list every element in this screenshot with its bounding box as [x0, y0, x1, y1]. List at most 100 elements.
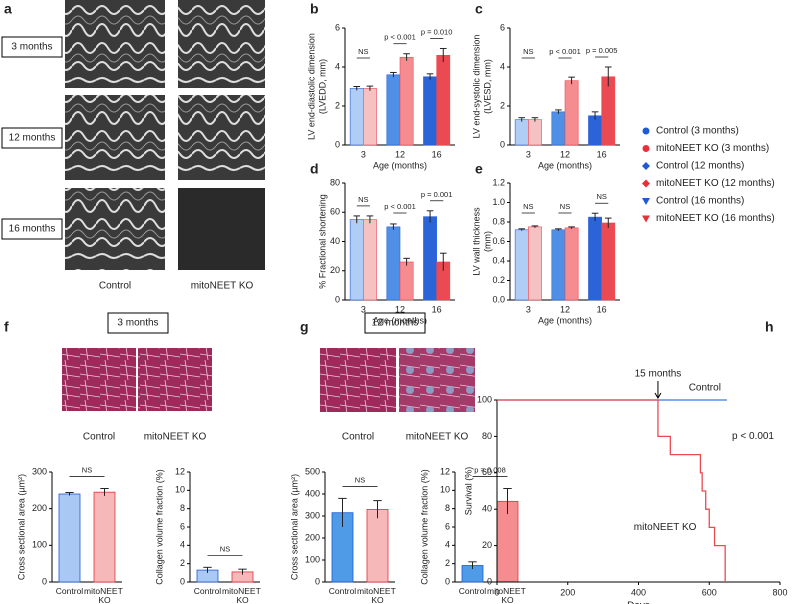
column-label: mitoNEET KO: [144, 432, 207, 443]
bar: [386, 226, 401, 301]
bar: [588, 115, 602, 146]
y-tick-label: 200: [32, 503, 47, 513]
row-label-box: [1, 36, 63, 58]
x-tick-label-line: Control: [194, 586, 222, 596]
y-tick-label: 4: [180, 540, 185, 550]
y-axis-label: (mm): [482, 231, 492, 252]
panel-title: 3 months: [117, 318, 158, 329]
column-label: Control: [83, 432, 115, 443]
bar: [363, 88, 377, 146]
x-tick-label: 16: [597, 149, 607, 159]
y-tick-label: 6: [180, 521, 185, 531]
y-tick-label: 1.2: [492, 177, 505, 187]
y-tick-label: 0.8: [492, 216, 505, 226]
y-tick-label: 0: [500, 139, 505, 149]
y-tick-label: 6: [500, 22, 505, 32]
bar: [58, 493, 81, 583]
x-tick-label: mitoNEET KO: [487, 586, 528, 604]
y-tick-label: 4: [500, 61, 505, 71]
panel-g: g 12 months Control mitoNEET KO: [300, 312, 475, 443]
column-label: Control: [342, 432, 374, 443]
y-tick-label: 12: [440, 466, 450, 476]
x-axis-label: Age (months): [538, 160, 592, 170]
echo-image: [178, 95, 265, 180]
x-tick-label: mitoNEET KO: [357, 586, 398, 604]
annotation: NS: [220, 544, 230, 553]
x-tick-label-line: mitoNEET: [487, 586, 528, 596]
title-box: [107, 312, 169, 334]
annotation: p = 0.008: [474, 465, 506, 474]
y-tick-label: 20: [482, 540, 492, 550]
y-tick-label: 100: [305, 554, 320, 564]
y-tick-label: 100: [477, 394, 492, 404]
histology-image: [320, 348, 396, 412]
panel-label: e: [475, 161, 483, 177]
bar: [588, 216, 602, 301]
y-tick-label: 2: [180, 558, 185, 568]
bar: [551, 111, 566, 146]
y-axis-label: (LVEDD, mm): [317, 59, 327, 114]
column-label: Control: [99, 281, 131, 292]
x-tick-label-line: KO: [236, 595, 249, 604]
bar: [399, 56, 414, 146]
y-tick-label: 40: [330, 236, 340, 246]
y-axis-label: Collagen volume fraction (%): [154, 469, 164, 585]
y-tick-label: 20: [330, 265, 340, 275]
histology-image: [62, 348, 136, 411]
y-tick-label: 0.0: [492, 294, 505, 304]
y-axis-label: LV wall thickness: [471, 207, 481, 276]
echo-image: [65, 0, 165, 88]
x-tick-label: 3: [361, 149, 366, 159]
legend-marker: [642, 162, 650, 170]
x-tick-label-line: Control: [459, 586, 487, 596]
legend-marker: [642, 179, 650, 188]
y-tick-label: 0: [445, 576, 450, 586]
panel-label: c: [475, 1, 483, 17]
x-tick-label: mitoNEET KO: [222, 586, 263, 604]
y-tick-label: 300: [32, 466, 47, 476]
annotation: NS: [358, 47, 368, 56]
bar: [349, 219, 364, 301]
x-tick-label-line: KO: [98, 595, 111, 604]
bar: [601, 222, 616, 301]
series-label: Control: [689, 383, 721, 394]
annotation: NS: [358, 195, 368, 204]
x-tick-label: Control: [459, 586, 487, 596]
x-tick-label: 800: [772, 587, 787, 597]
annotation: p = 0.010: [421, 27, 453, 36]
legend-marker: [642, 198, 650, 205]
legend-label: mitoNEET KO (3 months): [656, 143, 769, 154]
x-tick-label-line: Control: [56, 586, 84, 596]
panel-label: d: [310, 161, 319, 177]
y-tick-label: 60: [330, 207, 340, 217]
echo-image: [178, 0, 265, 88]
x-tick-label: 12: [560, 304, 570, 314]
bar: [436, 54, 451, 146]
y-tick-label: 0: [180, 576, 185, 586]
y-axis-label: (LVESD, mm): [482, 59, 492, 114]
y-tick-label: 0: [487, 576, 492, 586]
annotation: NS: [355, 475, 365, 484]
bar: [514, 119, 529, 146]
y-axis-label: Cross sectional area (µm²): [289, 474, 299, 580]
bar: [601, 76, 616, 146]
x-tick-label: mitoNEET KO: [84, 586, 125, 604]
x-tick-label-line: KO: [501, 595, 514, 604]
panel-label: g: [300, 319, 309, 335]
y-axis-label: LV end-diastolic dimension: [306, 33, 316, 140]
bar: [349, 88, 364, 146]
histology-image: [399, 348, 475, 412]
x-tick-label: Control: [56, 586, 84, 596]
row-label: 3 months: [11, 42, 52, 53]
y-tick-label: 0: [335, 294, 340, 304]
y-tick-label: 8: [180, 503, 185, 513]
legend-marker: [642, 127, 650, 135]
legend-label: Control (16 months): [656, 196, 744, 207]
x-axis-label: Age (months): [538, 315, 592, 325]
y-tick-label: 10: [440, 485, 450, 495]
bar: [528, 226, 542, 301]
y-tick-label: 0: [335, 139, 340, 149]
y-tick-label: 0: [315, 576, 320, 586]
bar: [564, 80, 579, 146]
y-axis-label: Collagen volume fraction (%): [419, 469, 429, 585]
